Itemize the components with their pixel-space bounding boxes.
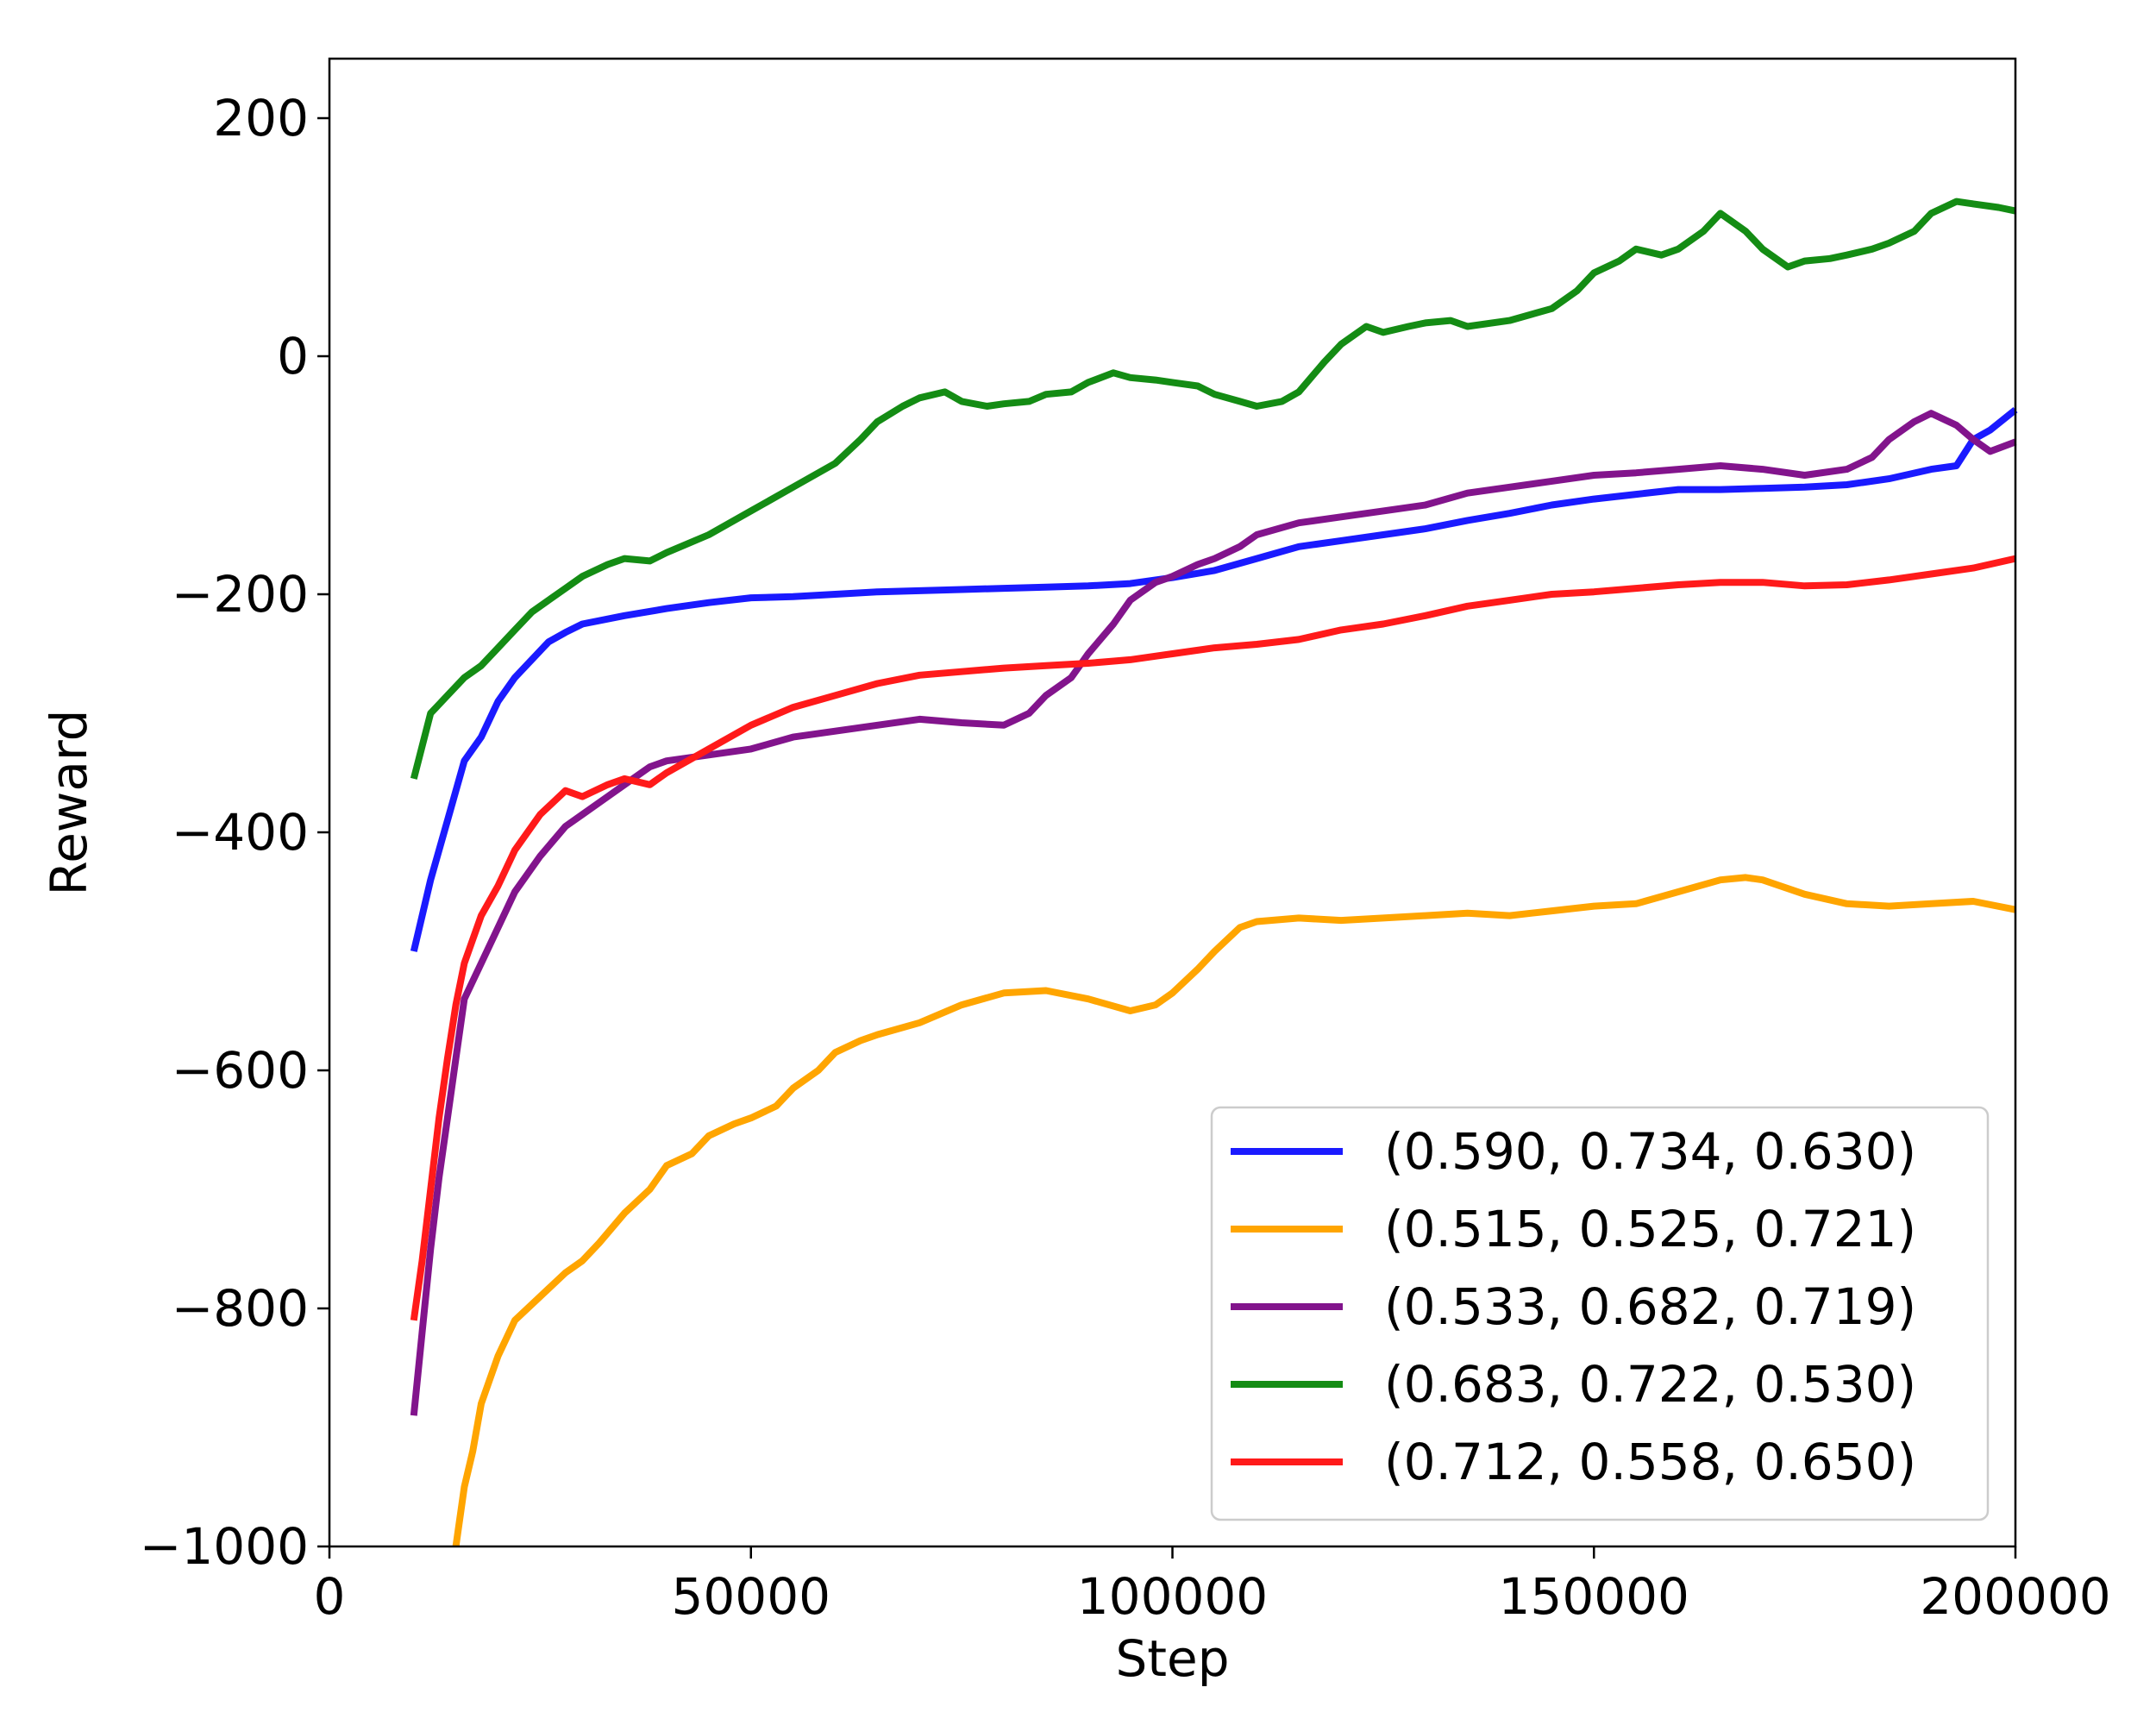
x-tick-label: 200000: [1920, 1567, 2110, 1626]
x-axis-label: Step: [1115, 1629, 1229, 1688]
y-tick-label: −200: [172, 565, 309, 624]
y-tick-label: −800: [172, 1279, 309, 1338]
y-tick-label: −400: [172, 803, 309, 862]
series-line-5: [410, 555, 2016, 1321]
y-tick-label: 200: [213, 89, 309, 147]
series-line-3: [410, 410, 2017, 1416]
series-layer: [410, 198, 2018, 1547]
legend: (0.590, 0.734, 0.630) (0.515, 0.525, 0.72…: [1210, 1106, 1990, 1521]
legend-label-4: (0.683, 0.722, 0.530): [1384, 1355, 1916, 1414]
y-tick-label: −1000: [140, 1517, 309, 1576]
legend-label-1: (0.590, 0.734, 0.630): [1384, 1122, 1916, 1181]
y-tick-label: 0: [277, 327, 309, 386]
legend-box: [1210, 1106, 1990, 1521]
y-axis-ticks: −1000 −800 −600 −400 −200 0 200: [140, 89, 329, 1576]
series-line-2: [452, 874, 2016, 1547]
x-tick-label: 150000: [1499, 1567, 1689, 1626]
series-line-4: [410, 198, 2016, 780]
y-tick-label: −600: [172, 1041, 309, 1100]
x-tick-label: 0: [314, 1567, 346, 1626]
x-tick-label: 50000: [671, 1567, 830, 1626]
x-axis-ticks: 0 50000 100000 150000 200000: [314, 1546, 2111, 1626]
x-tick-label: 100000: [1077, 1567, 1268, 1626]
legend-label-3: (0.533, 0.682, 0.719): [1384, 1277, 1916, 1336]
y-axis-label: Reward: [40, 710, 98, 896]
legend-label-2: (0.515, 0.525, 0.721): [1384, 1200, 1916, 1258]
series-line-1: [410, 406, 2018, 952]
legend-label-5: (0.712, 0.558, 0.650): [1384, 1433, 1916, 1491]
